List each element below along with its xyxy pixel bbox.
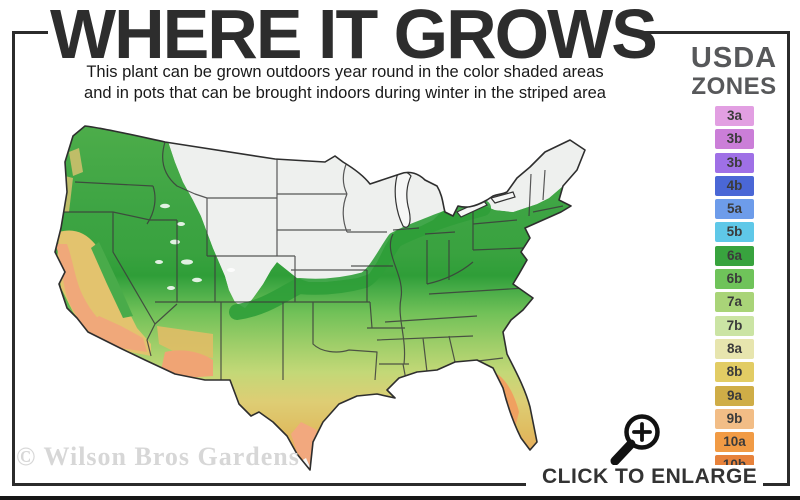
click-to-enlarge-label[interactable]: CLICK TO ENLARGE (536, 465, 764, 489)
state-borders (55, 141, 564, 381)
legend-zone-chip: 9a (715, 385, 754, 406)
legend-zone-chip: 6a (715, 245, 754, 266)
legend-zone-chip: 8b (715, 362, 754, 383)
legend-title: USDA ZONES (678, 44, 790, 99)
watermark: © Wilson Bros Gardens (16, 442, 300, 471)
legend-zone-chip: 7a (715, 292, 754, 313)
legend-zone-chip: 8a (715, 338, 754, 359)
legend-title-zones: ZONES (691, 73, 777, 100)
legend-zone-chip: 7b (715, 315, 754, 336)
us-outline (54, 125, 586, 471)
legend-zone-chip: 5b (715, 222, 754, 243)
frame-left (12, 31, 15, 486)
legend-zone-chip: 5a (715, 199, 754, 220)
usda-zone-legend: 3a3b3b4b5a5b6a6b7a7b8a8b9a9b10a10b (715, 106, 755, 479)
frame-bottom-left (12, 483, 526, 486)
legend-zone-chip: 3a (715, 106, 754, 126)
legend-zone-chip: 6b (715, 269, 754, 290)
legend-zone-chip: 4b (715, 175, 754, 196)
subtitle: This plant can be grown outdoors year ro… (45, 62, 645, 104)
legend-zone-chip: 9b (715, 408, 754, 429)
mountain-speckles (155, 203, 235, 290)
frame-top-left (12, 31, 48, 34)
legend-zone-chip: 3b (715, 129, 754, 150)
magnifier-plus-icon[interactable] (598, 406, 664, 474)
usda-zones-map[interactable] (25, 112, 677, 484)
subtitle-line1: This plant can be grown outdoors year ro… (86, 63, 604, 81)
subtitle-line2: and in pots that can be brought indoors … (84, 84, 606, 102)
frame-bottom-right (740, 483, 790, 486)
legend-zone-chip: 10a (715, 432, 754, 453)
page-title: WHERE IT GROWS (50, 0, 658, 73)
legend-title-usda: USDA (690, 42, 778, 74)
frame-right (787, 31, 790, 486)
lake-ontario (489, 191, 516, 204)
page-bottom-edge (0, 496, 800, 500)
frame-top-right (638, 31, 790, 34)
legend-zone-chip: 3b (715, 152, 754, 173)
